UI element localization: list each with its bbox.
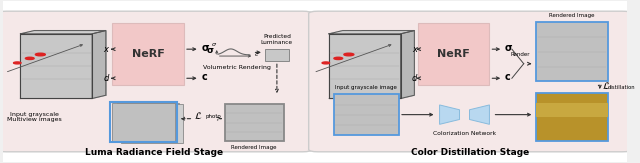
Text: NeRF: NeRF [437,49,470,59]
Text: Rendered Image: Rendered Image [232,145,277,149]
Text: σ: σ [211,42,216,47]
Bar [111,102,177,142]
Text: Render: Render [511,52,531,57]
Bar [333,94,399,135]
Text: Volumetric Rendering: Volumetric Rendering [203,65,271,70]
Text: Luma Radiance Field Stage: Luma Radiance Field Stage [85,148,223,157]
Polygon shape [440,105,460,124]
Polygon shape [401,31,414,98]
Bar [121,104,184,143]
Polygon shape [20,34,92,98]
Bar [265,49,289,61]
Bar [116,103,179,142]
Text: $\mathcal{L}$: $\mathcal{L}$ [602,80,610,91]
Text: x: x [103,45,108,54]
FancyBboxPatch shape [308,11,632,152]
Bar [536,22,608,82]
Text: Color Distillation Stage: Color Distillation Stage [411,148,529,157]
Polygon shape [329,34,401,98]
Text: NeRF: NeRF [132,49,164,59]
Circle shape [13,62,21,64]
Text: Predicted
Luminance: Predicted Luminance [261,34,293,45]
Bar [536,103,608,117]
Text: Input grayscale image: Input grayscale image [335,85,397,90]
Text: photo: photo [206,114,221,119]
Bar [113,103,175,141]
Text: distillation: distillation [608,85,636,90]
Bar [418,23,490,85]
Text: σ: σ [505,43,513,52]
Text: d: d [412,74,417,83]
Bar [113,23,184,85]
Circle shape [344,53,354,56]
Text: Rendered Image: Rendered Image [549,14,595,18]
Polygon shape [329,31,414,34]
Polygon shape [20,31,106,34]
Polygon shape [92,31,106,98]
Circle shape [334,57,342,59]
Text: Input grayscale
Multiview images: Input grayscale Multiview images [7,112,62,122]
Text: c: c [202,72,207,82]
Circle shape [322,62,330,64]
Circle shape [26,57,34,59]
Text: σ: σ [202,43,209,52]
Text: d: d [103,74,109,83]
FancyBboxPatch shape [0,11,312,152]
Bar [536,93,608,141]
Text: $\mathcal{L}$: $\mathcal{L}$ [195,110,203,121]
Text: c: c [255,52,258,57]
Text: c: c [505,72,511,82]
Text: σ: σ [207,46,214,55]
Circle shape [35,53,45,56]
Bar [225,104,284,141]
Text: x: x [412,45,417,54]
Polygon shape [470,105,490,124]
Text: Colorization Network: Colorization Network [433,131,496,136]
